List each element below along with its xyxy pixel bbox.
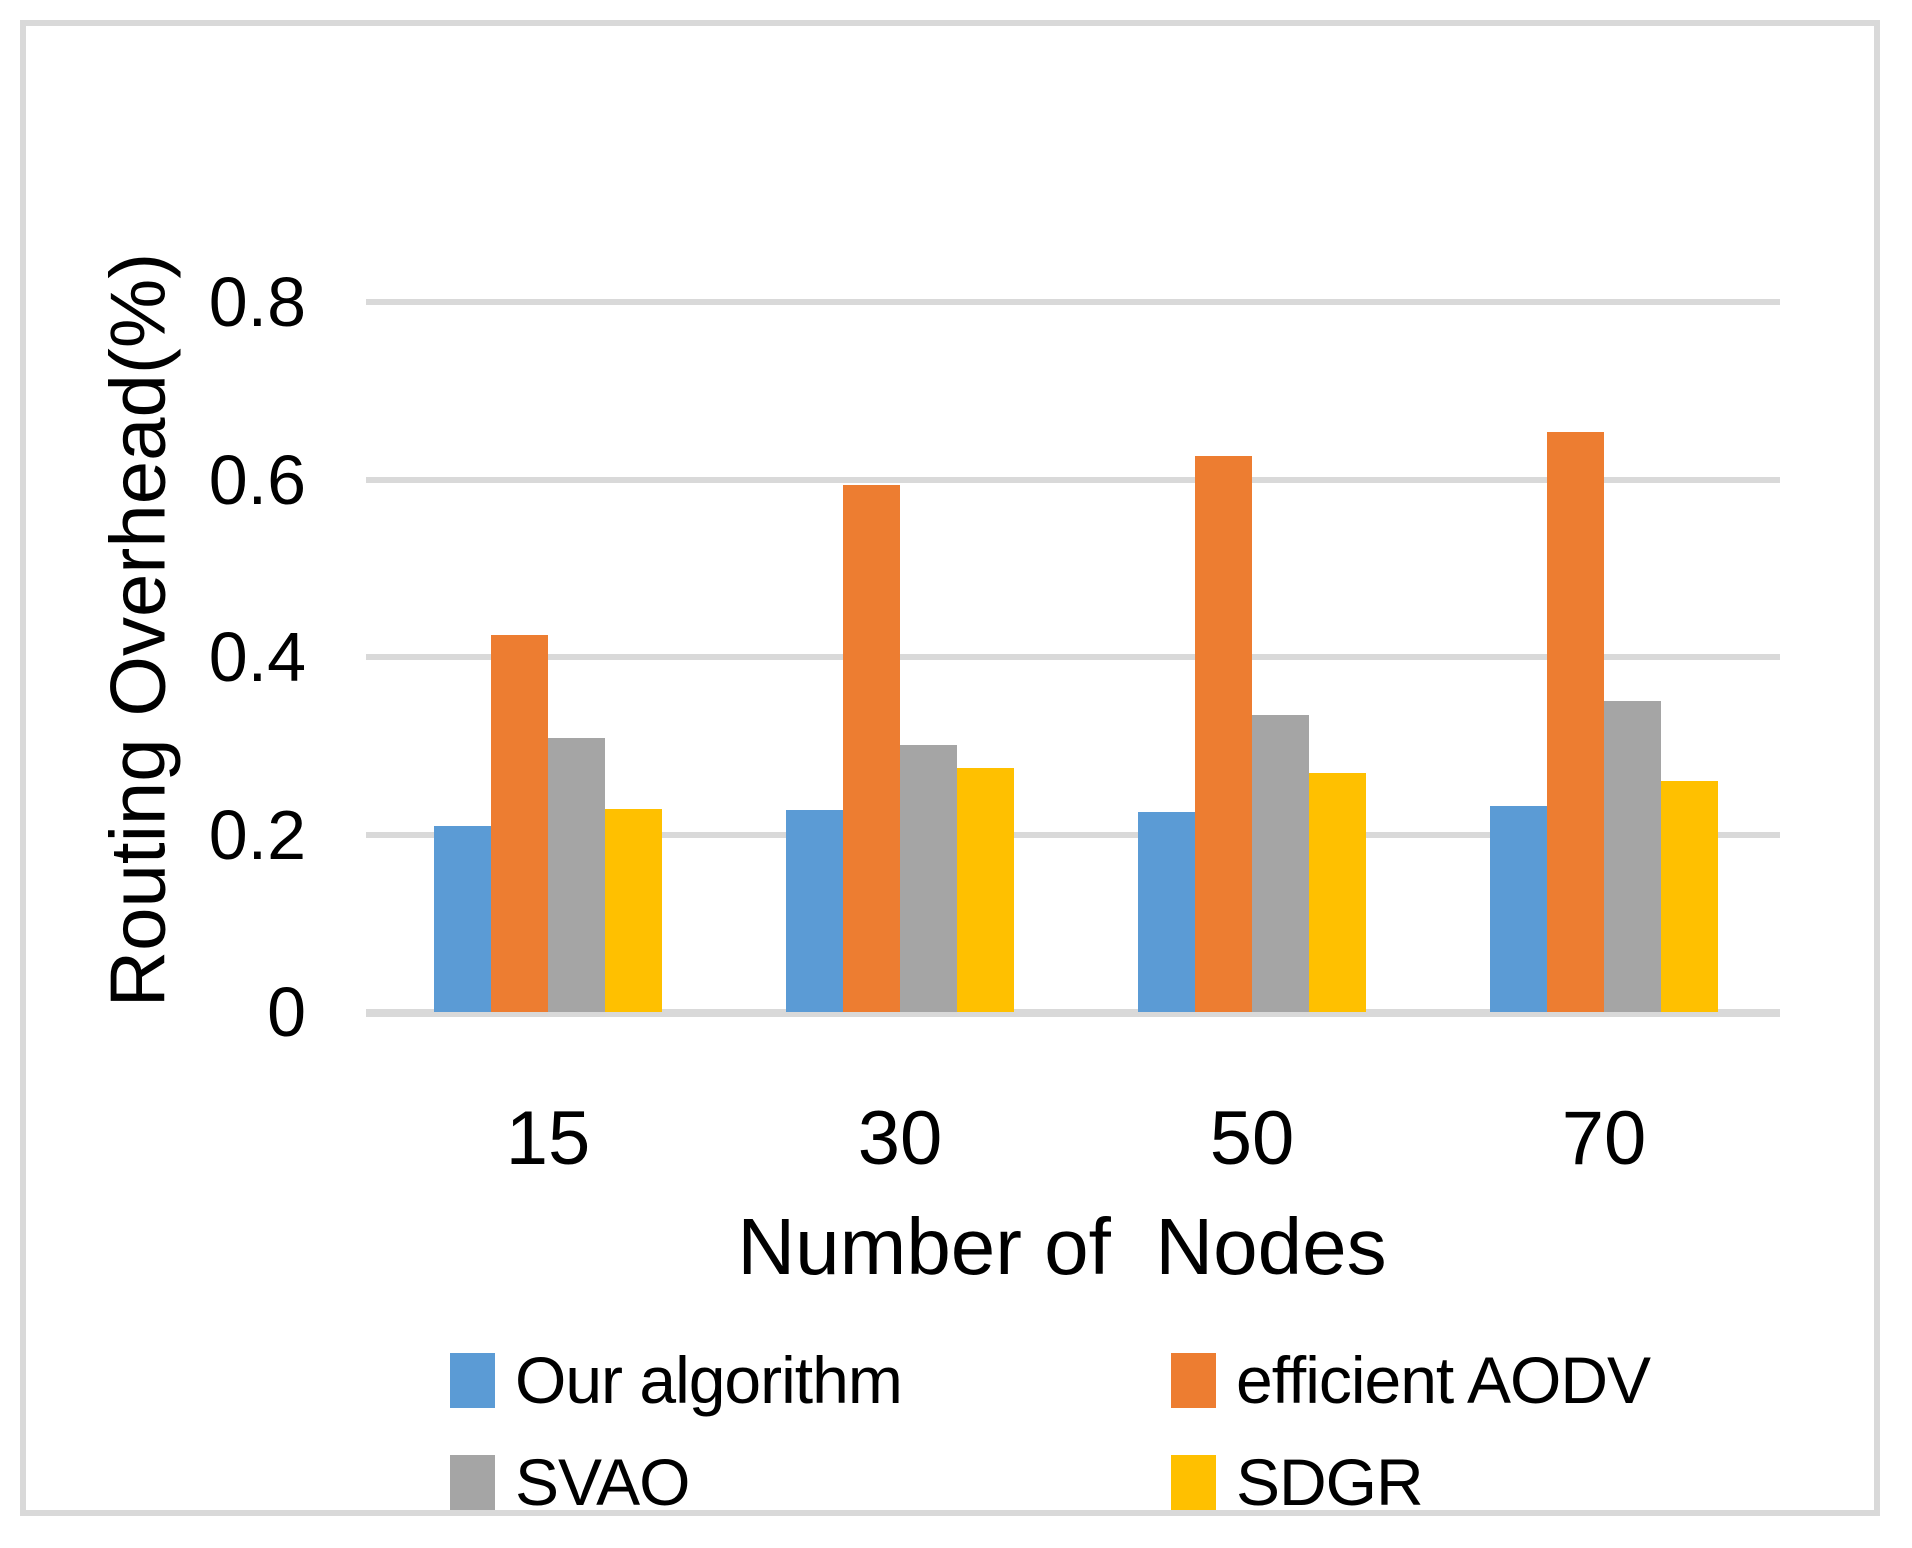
y-tick-label: 0.4	[208, 618, 306, 696]
bar-our-algorithm-15	[434, 825, 491, 1012]
bar-svao-70	[1604, 701, 1661, 1012]
bar-sdgr-30	[957, 767, 1014, 1012]
x-axis-title: Number of Nodes	[737, 1202, 1387, 1291]
x-tick-label: 30	[857, 1096, 943, 1181]
y-tick-label: 0.6	[208, 440, 306, 519]
bar-our-algorithm-50	[1138, 812, 1195, 1012]
legend-item-our-algorithm: Our algorithm	[450, 1342, 903, 1418]
y-tick-label: 0.8	[208, 263, 306, 341]
legend-label: Our algorithm	[515, 1343, 903, 1417]
x-axis-line	[366, 1009, 1780, 1017]
bar-efficient-aodv-50	[1195, 455, 1252, 1012]
legend-swatch-icon	[1171, 1352, 1216, 1408]
bar-svao-15	[548, 737, 605, 1012]
bar-sdgr-70	[1661, 781, 1718, 1012]
x-tick-label: 70	[1561, 1096, 1647, 1181]
bar-efficient-aodv-30	[843, 484, 900, 1012]
legend-label: SVAO	[515, 1445, 691, 1519]
bar-efficient-aodv-70	[1547, 432, 1604, 1012]
legend-item-efficient-aodv: efficient AODV	[1171, 1342, 1651, 1418]
bar-sdgr-15	[605, 808, 662, 1012]
bar-svao-50	[1252, 714, 1309, 1012]
legend-label: efficient AODV	[1236, 1343, 1651, 1417]
x-tick-label: 50	[1209, 1096, 1295, 1181]
legend-swatch-icon	[450, 1454, 495, 1510]
x-tick-label: 15	[505, 1096, 591, 1181]
legend-item-sdgr: SDGR	[1171, 1444, 1424, 1520]
y-tick-label: 0.2	[208, 795, 306, 874]
gridline	[366, 476, 1780, 483]
bar-our-algorithm-70	[1490, 806, 1547, 1012]
gridline	[366, 299, 1780, 305]
bar-our-algorithm-30	[786, 809, 843, 1012]
bar-efficient-aodv-15	[491, 634, 548, 1012]
gridline	[366, 654, 1780, 660]
gridline	[366, 831, 1780, 838]
y-tick-label: 0	[267, 973, 306, 1051]
bar-sdgr-50	[1309, 773, 1366, 1012]
legend-swatch-icon	[450, 1352, 495, 1408]
bar-svao-30	[900, 744, 957, 1012]
legend-swatch-icon	[1171, 1454, 1216, 1510]
y-axis-title: Routing Overhead(%)	[93, 252, 182, 1008]
legend-label: SDGR	[1236, 1445, 1424, 1519]
legend-item-svao: SVAO	[450, 1444, 691, 1520]
